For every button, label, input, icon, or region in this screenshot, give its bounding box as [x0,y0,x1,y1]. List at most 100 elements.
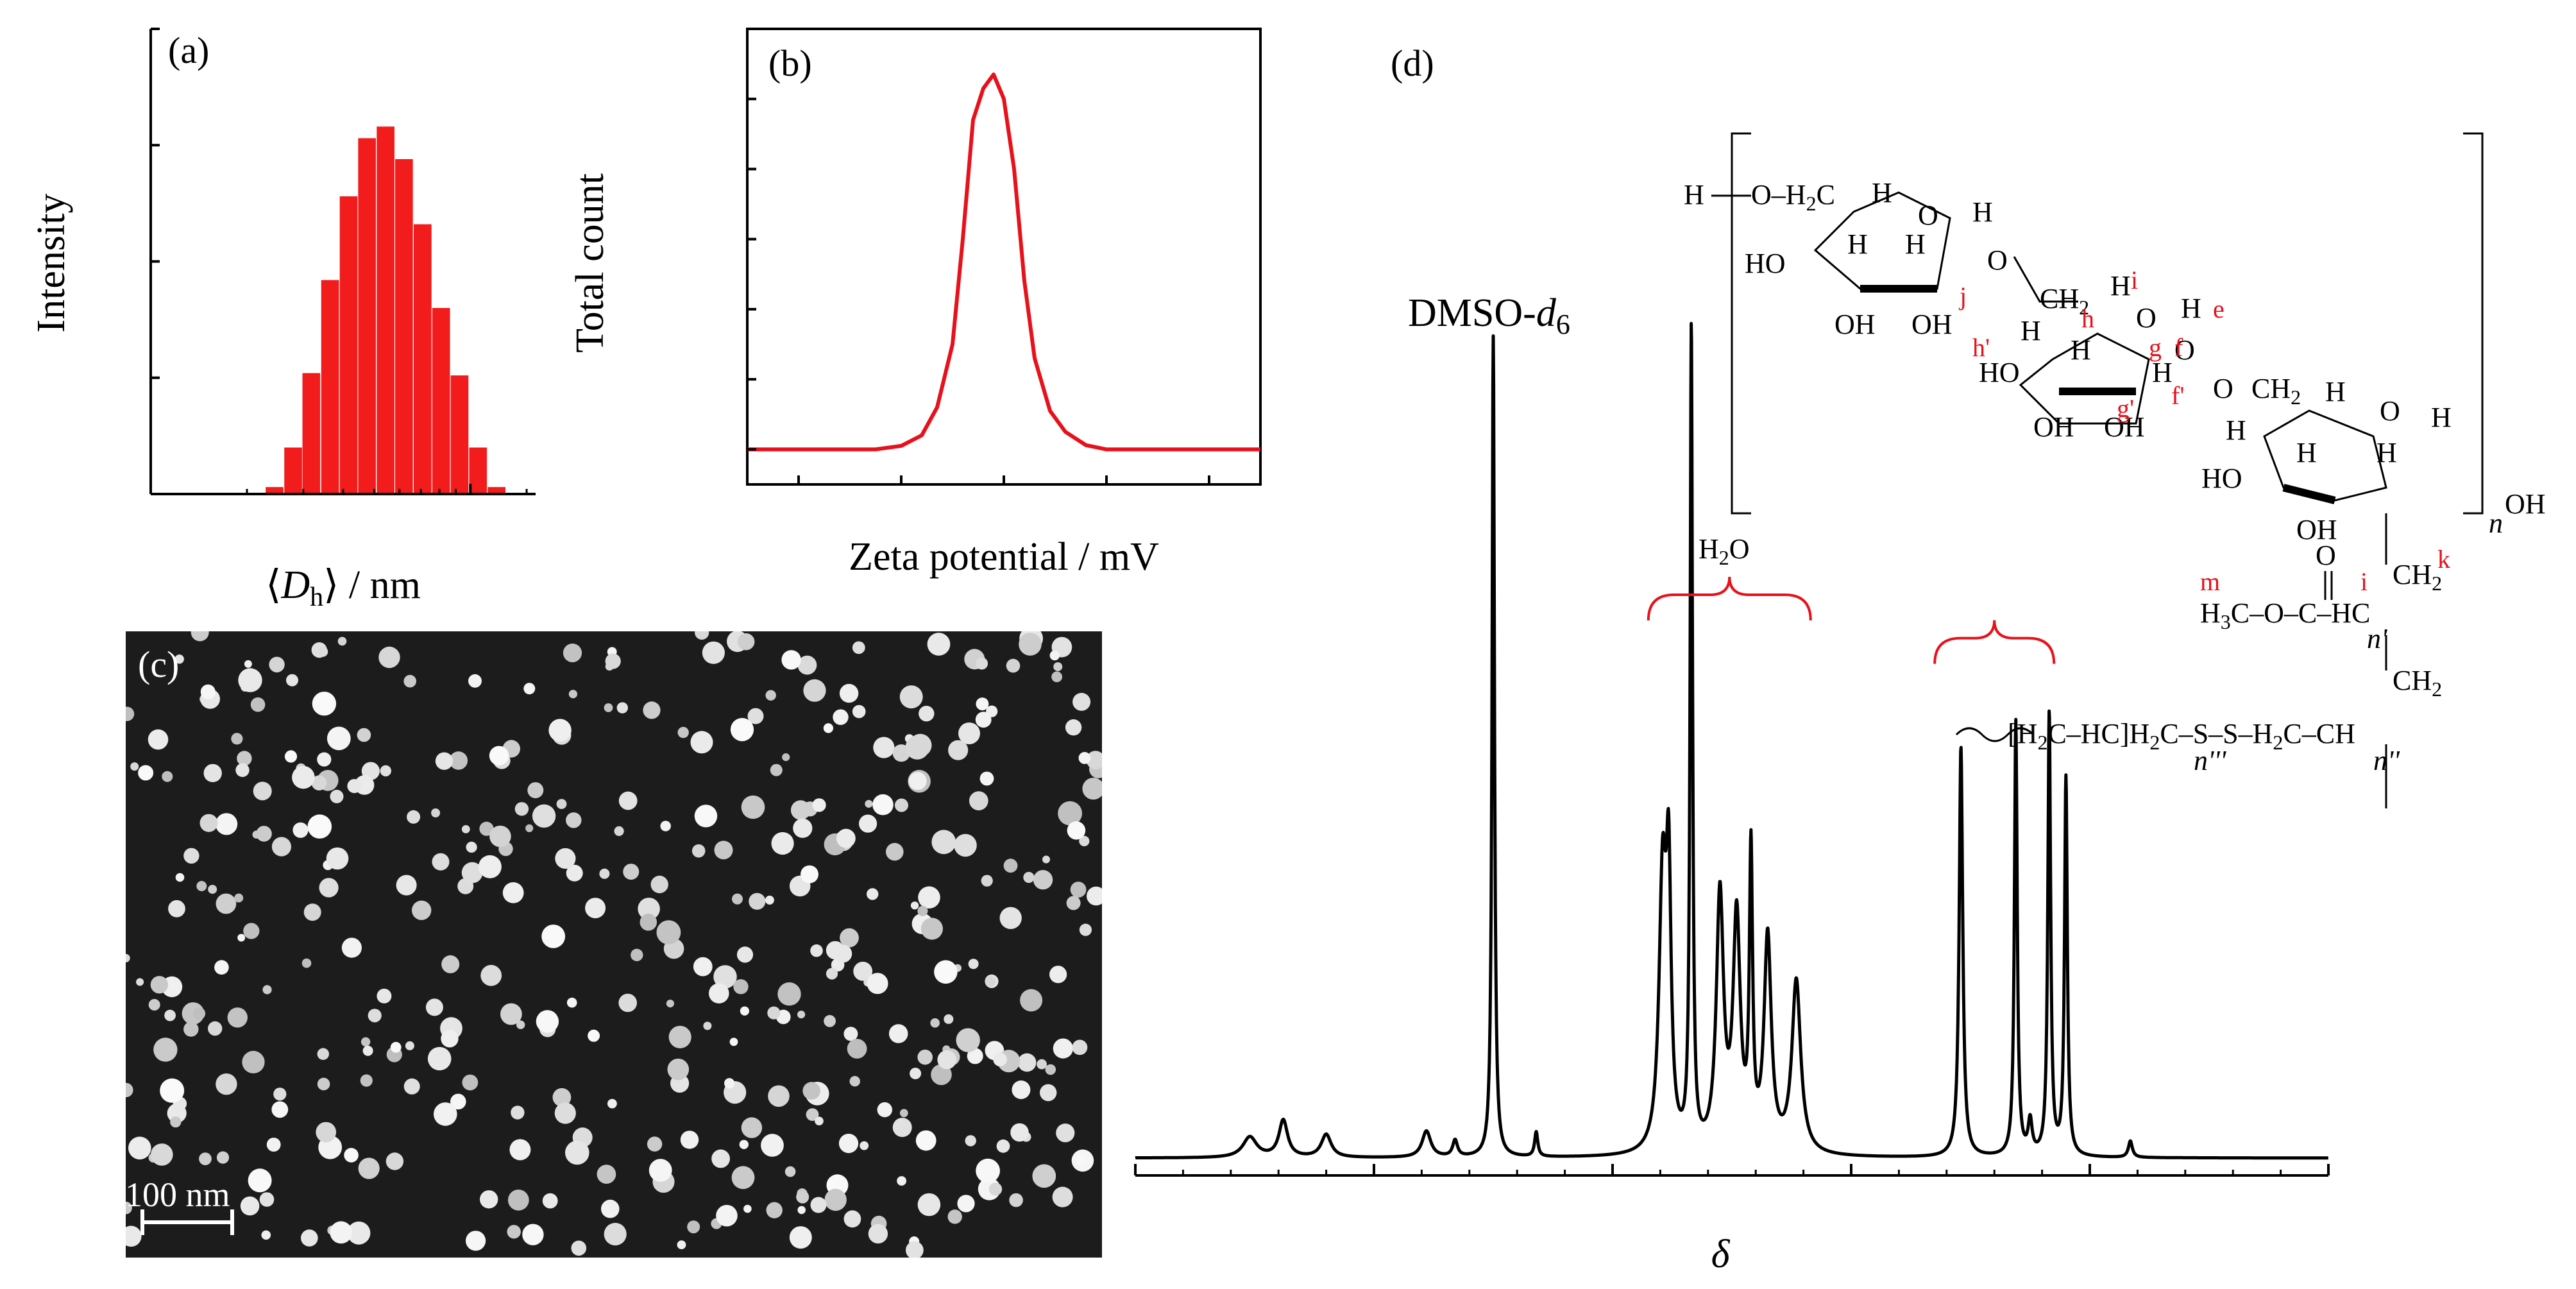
nanoparticle [793,818,813,838]
nanoparticle [680,1131,699,1149]
nanoparticle [588,1029,600,1042]
nanoparticle [647,1136,663,1152]
nanoparticle [262,985,272,994]
nanoparticle [849,1076,860,1087]
nanoparticle [1056,1123,1075,1143]
nanoparticle [910,901,919,910]
nanoparticle [895,798,908,812]
nanoparticle [976,657,988,670]
nanoparticle [743,1204,752,1213]
nanoparticle [965,1135,976,1147]
nanoparticle [782,753,790,762]
panel-b-y-label: Total count [568,173,612,353]
nanoparticle [802,1082,820,1100]
nanoparticle [957,1195,975,1213]
nanoparticle [1037,1059,1047,1070]
nanoparticle [714,841,733,860]
nanoparticle [196,881,207,891]
nanoparticle [789,1226,812,1249]
nanoparticle [450,1093,466,1110]
nanoparticle [771,832,794,855]
svg-text:HO: HO [2201,463,2242,494]
nanoparticle [362,1045,373,1056]
nanoparticle [532,804,556,828]
size-bar [339,196,358,494]
nanoparticle [604,703,613,712]
nanoparticle [784,1166,796,1177]
nanoparticle [690,731,713,754]
nanoparticle [1049,966,1067,984]
nanoparticle [968,959,979,969]
size-bar [358,138,377,494]
nanoparticle [552,1088,572,1107]
nanoparticle [1020,989,1043,1012]
nanoparticle [312,692,337,716]
nanoparticle [548,719,572,742]
nanoparticle [390,1041,402,1053]
nanoparticle [623,864,640,880]
panel-a-label: (a) [168,30,209,71]
nanoparticle [1033,870,1053,890]
nanoparticle [724,1078,735,1089]
nanoparticle [252,830,260,839]
nanoparticle [931,1064,952,1086]
nanoparticle [566,812,582,828]
nanoparticle [235,763,250,778]
nanoparticle [468,674,482,688]
svg-text:O: O [2380,395,2400,427]
nanoparticle [216,1151,230,1164]
svg-text:n': n' [2367,623,2388,654]
nanoparticle [536,1010,559,1033]
nanoparticle [930,1018,940,1028]
svg-text:H: H [2325,376,2346,407]
svg-text:H: H [2181,293,2201,324]
size-bar [284,447,302,494]
nanoparticle [238,668,262,692]
nanoparticle [231,733,243,745]
nanoparticle [541,925,566,948]
svg-text:OH: OH [2033,411,2074,443]
nanoparticle [330,1221,353,1244]
nanoparticle [967,1048,983,1064]
nanoparticle [461,862,483,884]
nanoparticle [1052,1186,1073,1208]
nanoparticle [826,968,838,980]
nanoparticle [810,944,823,957]
nanoparticle [407,810,421,824]
nanoparticle [555,848,576,869]
nanoparticle [138,765,154,781]
nanoparticle [1066,896,1081,910]
ring-2 [2019,332,2150,425]
nanoparticle [702,641,725,664]
nanoparticle [741,1117,763,1138]
nanoparticle [677,1240,686,1249]
nanoparticle [148,999,160,1011]
nanoparticle [703,1021,712,1030]
nanoparticle [985,976,996,987]
nanoparticle [271,1101,289,1118]
svg-text:g': g' [2117,394,2134,423]
nanoparticle [867,973,888,994]
nanoparticle [358,1157,380,1179]
nanoparticle [833,709,849,725]
nanoparticle [153,1037,178,1062]
nanoparticle [768,1085,790,1107]
nanoparticle [237,751,252,766]
panel-c-label: (c) [138,644,179,685]
nanoparticle [174,654,184,664]
nanoparticle [677,726,689,738]
panel-b-x-label: Zeta potential / mV [849,535,1159,579]
nanoparticle [136,978,144,986]
nanoparticle [214,960,229,975]
nanoparticle [886,842,904,861]
nanoparticle [852,704,866,719]
nanoparticle [1065,719,1082,736]
nanoparticle [292,822,309,838]
nanoparticle [1019,633,1042,656]
nanoparticle [301,958,312,968]
nanoparticle [357,728,371,742]
nanoparticle [478,855,502,878]
nanoparticle [872,794,894,815]
svg-text:i: i [2360,567,2368,596]
nanoparticle [999,907,1022,930]
